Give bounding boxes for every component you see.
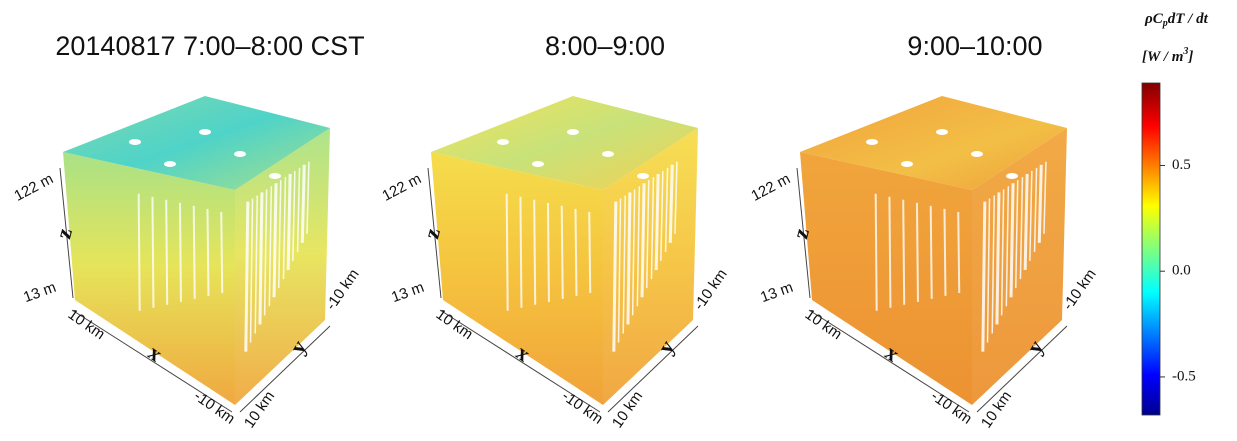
y-start-label: 10 km: [241, 388, 278, 431]
cube-streak: [575, 209, 576, 296]
cube-streak: [1011, 183, 1013, 297]
cube-spot: [532, 161, 544, 167]
cube-streak: [207, 209, 208, 296]
colorbar-tick-label: 0.0: [1172, 263, 1191, 279]
panel-title: 20140817 7:00–8:00 CST: [55, 31, 364, 61]
cube-streak: [1025, 174, 1027, 270]
cube-streak: [221, 212, 222, 293]
cube-spot: [129, 139, 141, 145]
colorbar-title-part: ρC: [1144, 11, 1164, 27]
cube-streak: [260, 192, 262, 324]
cube-streak: [166, 200, 167, 305]
colorbar-scale: [1142, 83, 1160, 415]
colorbar-unit: [W / m3]: [1142, 46, 1193, 65]
cube-streak: [889, 197, 890, 308]
colorbar-title-part: dT / dt: [1168, 11, 1209, 27]
y-start-label: 10 km: [609, 388, 646, 431]
cube-spot: [234, 151, 246, 157]
cube-streak: [288, 174, 290, 270]
cube-spot: [567, 129, 579, 135]
cube-spot: [1006, 173, 1018, 179]
cube-spot: [866, 139, 878, 145]
cube-spot: [637, 173, 649, 179]
cube-spot: [971, 151, 983, 157]
colorbar-title: ρCpdT / dt: [1144, 11, 1209, 29]
cube-streak: [194, 206, 195, 299]
cube-streak: [958, 212, 959, 293]
cube-streak: [274, 183, 276, 297]
cube-streak: [997, 192, 999, 324]
y-start-label: 10 km: [978, 388, 1015, 431]
cube-streak: [139, 194, 140, 311]
cube-streak: [562, 206, 563, 299]
cube-streak: [628, 192, 630, 324]
z-bottom-label: 13 m: [758, 279, 795, 306]
cube-spot: [831, 117, 843, 123]
cube-streak: [302, 165, 304, 243]
colorbar-unit-part: ]: [1187, 49, 1193, 65]
y-end-label: -10 km: [690, 266, 730, 313]
cube-streak: [903, 200, 904, 305]
y-end-label: -10 km: [322, 266, 362, 313]
z-top-label: 122 m: [379, 170, 424, 205]
cube-streak: [983, 202, 985, 352]
colorbar: ρCpdT / dt [W / m3] -0.5 0.0 0.5: [1142, 11, 1209, 415]
cube-spot: [94, 117, 106, 123]
cube-streak: [944, 209, 945, 296]
cube-spot: [199, 129, 211, 135]
z-bottom-label: 13 m: [21, 279, 58, 306]
cube-streak: [876, 194, 877, 311]
z-bottom-label: 13 m: [389, 279, 426, 306]
cube-streak: [507, 194, 508, 311]
cube-streak: [520, 197, 521, 308]
cube-streak: [548, 203, 549, 302]
cube-streak: [152, 197, 153, 308]
cube-streak: [917, 203, 918, 302]
cube-spot: [269, 173, 281, 179]
cube-streak: [670, 165, 672, 243]
z-top-label: 122 m: [11, 170, 56, 205]
z-top-label: 122 m: [748, 170, 793, 205]
cube-streak: [642, 183, 644, 297]
cube-streak: [1039, 165, 1041, 243]
y-end-label: -10 km: [1059, 266, 1099, 313]
colorbar-unit-part: [W / m: [1142, 49, 1183, 65]
cube-streak: [656, 174, 658, 270]
cube-spot: [462, 117, 474, 123]
colorbar-tick-label: 0.5: [1172, 157, 1191, 173]
cube-streak: [931, 206, 932, 299]
cube-spot: [164, 161, 176, 167]
cube-streak: [246, 202, 248, 352]
cube-spot: [901, 161, 913, 167]
cube-streak: [589, 212, 590, 293]
figure: 20140817 7:00–8:00 CST122 mz13 m10 kmx-1…: [0, 0, 1237, 441]
cube-spot: [602, 151, 614, 157]
cube-streak: [534, 200, 535, 305]
cube-streak: [180, 203, 181, 302]
cube-streak: [614, 202, 616, 352]
panel-title: 8:00–9:00: [545, 31, 665, 61]
panel-title: 9:00–10:00: [907, 31, 1042, 61]
cube-spot: [497, 139, 509, 145]
colorbar-tick-label: -0.5: [1172, 368, 1196, 384]
cube-spot: [936, 129, 948, 135]
